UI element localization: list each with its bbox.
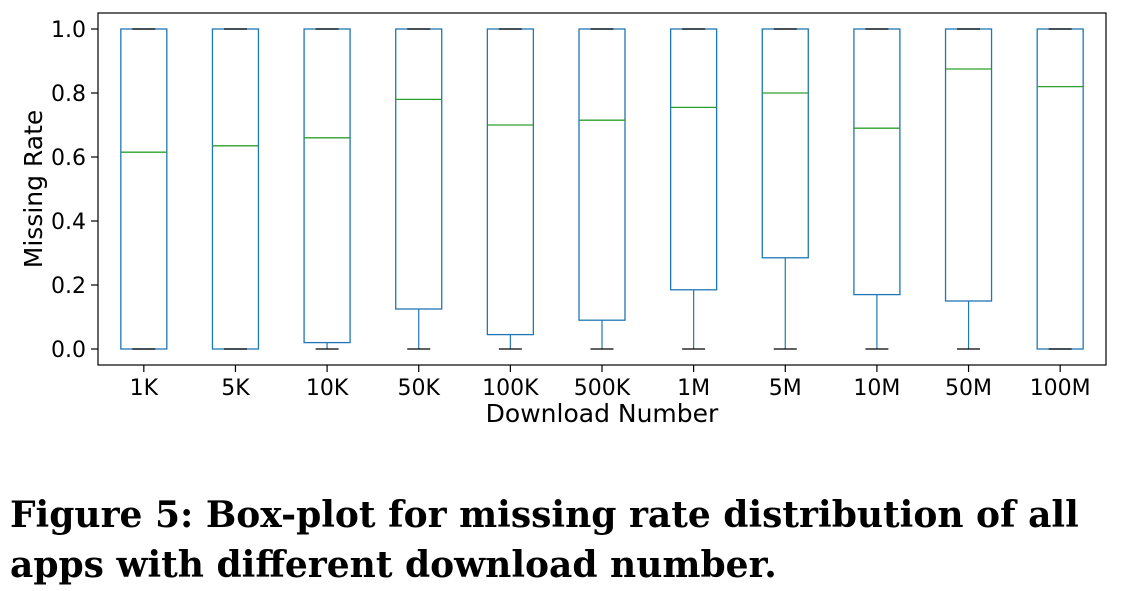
x-tick-label-5: 500K bbox=[574, 376, 631, 401]
x-tick-label-10: 100M bbox=[1030, 376, 1091, 401]
box-rect-50M bbox=[944, 28, 993, 302]
box-5K bbox=[211, 28, 260, 350]
box-5M bbox=[761, 28, 809, 350]
x-tick-label-0: 1K bbox=[130, 376, 159, 401]
box-1K bbox=[120, 28, 168, 350]
x-tick-label-9: 50M bbox=[945, 376, 992, 401]
y-tick-label-1: 0.2 bbox=[51, 274, 86, 299]
x-axis-label: Download Number bbox=[486, 399, 719, 428]
y-tick-label-3: 0.6 bbox=[51, 146, 86, 171]
box-rect-1K bbox=[120, 28, 168, 350]
y-axis-label: Missing Rate bbox=[19, 110, 48, 269]
box-1M bbox=[669, 28, 718, 350]
y-tick-label-5: 1.0 bbox=[51, 18, 86, 43]
plot-frame bbox=[97, 12, 1107, 366]
box-50M bbox=[944, 28, 993, 350]
box-rect-1M bbox=[669, 28, 718, 291]
box-100M bbox=[1036, 28, 1084, 350]
y-tick-label-2: 0.4 bbox=[51, 210, 86, 235]
x-tick-label-3: 50K bbox=[398, 376, 441, 401]
box-rect-500K bbox=[578, 28, 626, 321]
x-tick-label-1: 5K bbox=[221, 376, 250, 401]
x-tick-label-4: 100K bbox=[482, 376, 539, 401]
box-rect-100K bbox=[486, 28, 535, 336]
box-50K bbox=[395, 28, 443, 350]
x-tick-label-6: 1M bbox=[677, 376, 710, 401]
box-10M bbox=[853, 28, 901, 350]
plot-layer bbox=[120, 28, 1084, 350]
box-rect-5M bbox=[761, 28, 809, 259]
box-rect-10K bbox=[303, 28, 351, 344]
y-axis: 0.0 0.2 0.4 0.6 0.8 1.0 bbox=[51, 18, 98, 363]
box-500K bbox=[578, 28, 626, 350]
x-tick-label-8: 10M bbox=[853, 376, 900, 401]
box-rect-10M bbox=[853, 28, 901, 296]
box-rect-100M bbox=[1036, 28, 1084, 350]
box-rect-50K bbox=[395, 28, 443, 310]
x-tick-label-7: 5M bbox=[769, 376, 802, 401]
x-tick-label-2: 10K bbox=[306, 376, 349, 401]
box-rect-5K bbox=[211, 28, 260, 350]
box-plot-chart: 0.0 0.2 0.4 0.6 0.8 1.0 1K 5K 10K 50K 100K 500K 1M 5… bbox=[19, 12, 1107, 428]
box-10K bbox=[303, 28, 351, 350]
box-100K bbox=[486, 28, 535, 350]
x-axis: 1K 5K 10K 50K 100K 500K 1M 5M 10M 50M 100M bbox=[130, 365, 1091, 401]
figure-caption: Figure 5: Box-plot for missing rate dist… bbox=[10, 494, 1079, 586]
y-tick-label-0: 0.0 bbox=[51, 338, 86, 363]
y-tick-label-4: 0.8 bbox=[51, 82, 86, 107]
